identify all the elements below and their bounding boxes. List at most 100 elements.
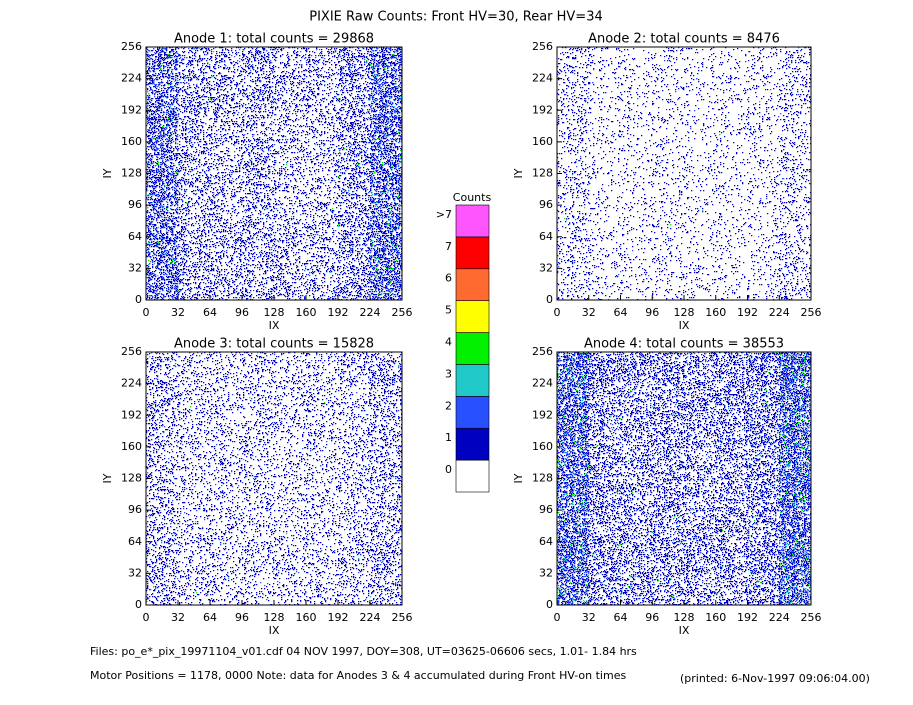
y-tick-label: 64 <box>539 535 553 548</box>
x-tick-label: 160 <box>705 306 726 319</box>
count-pixels <box>652 541 685 606</box>
count-pixels <box>338 478 371 543</box>
count-pixels <box>291 216 293 218</box>
count-pixels <box>306 110 339 173</box>
count-pixels <box>324 389 326 391</box>
count-pixels <box>178 47 211 112</box>
count-pixels <box>321 237 323 239</box>
count-pixels <box>263 594 265 596</box>
count-pixels <box>306 236 339 301</box>
count-pixels <box>747 478 781 543</box>
count-pixels <box>667 443 672 454</box>
count-pixels <box>307 543 336 600</box>
count-pixels <box>588 415 622 480</box>
count-pixels <box>146 237 179 301</box>
count-pixels <box>306 352 339 417</box>
page-title: PIXIE Raw Counts: Front HV=30, Rear HV=3… <box>309 10 603 25</box>
x-tick-label: 32 <box>171 306 185 319</box>
count-pixels <box>178 173 211 238</box>
y-tick-label: 160 <box>532 440 553 453</box>
count-pixels <box>211 47 243 111</box>
x-tick-label: 32 <box>582 611 596 624</box>
colorbar-box <box>455 300 490 333</box>
y-tick-label: 160 <box>121 135 142 148</box>
count-pixels <box>588 446 598 469</box>
count-pixels <box>210 416 243 480</box>
count-pixels <box>371 237 403 301</box>
count-pixels <box>557 479 590 543</box>
count-pixels <box>621 416 653 480</box>
x-tick-label: 64 <box>614 306 628 319</box>
count-pixels <box>161 542 163 544</box>
count-pixels <box>759 101 761 103</box>
x-tick-label: 128 <box>264 611 285 624</box>
x-axis-label: IX <box>269 319 280 332</box>
count-pixels <box>632 492 634 494</box>
count-pixels <box>747 111 781 174</box>
count-pixels <box>146 352 179 417</box>
count-pixels <box>338 237 371 301</box>
count-pixels <box>243 459 245 461</box>
count-pixels <box>210 238 243 301</box>
count-pixels <box>153 583 155 588</box>
count-pixels <box>557 174 590 238</box>
colorbar-label: 4 <box>445 336 452 349</box>
count-pixels <box>147 352 179 416</box>
count-pixels <box>228 578 230 580</box>
y-tick-label: 224 <box>532 377 553 390</box>
y-tick-label: 32 <box>128 566 142 579</box>
x-tick-label: 256 <box>801 611 822 624</box>
count-pixels <box>684 110 717 174</box>
count-pixels <box>621 174 653 237</box>
count-pixels <box>186 202 188 204</box>
count-pixels <box>684 541 717 606</box>
count-pixels <box>715 236 749 301</box>
count-pixels <box>620 541 654 606</box>
count-pixels <box>388 529 390 531</box>
count-pixels <box>387 458 389 460</box>
y-tick-label: 96 <box>539 198 553 211</box>
colorbar-box <box>455 268 490 301</box>
count-pixels <box>284 478 302 527</box>
y-tick-label: 64 <box>128 535 142 548</box>
count-pixels <box>245 114 247 116</box>
y-tick-label: 128 <box>532 472 553 485</box>
count-pixels <box>146 542 179 606</box>
count-pixels <box>630 449 632 451</box>
count-pixels <box>715 352 749 417</box>
count-pixels <box>210 541 243 606</box>
count-pixels <box>370 542 403 606</box>
x-tick-label: 32 <box>171 611 185 624</box>
footer-printed: (printed: 6-Nov-1997 09:06:04.00) <box>680 672 870 685</box>
y-tick-label: 0 <box>135 598 142 611</box>
count-pixels <box>684 478 717 543</box>
count-pixels <box>210 352 243 416</box>
count-pixels <box>338 415 371 480</box>
x-tick-label: 64 <box>614 611 628 624</box>
colorbar-label: 1 <box>445 431 452 444</box>
x-tick-label: 0 <box>143 611 150 624</box>
count-pixels <box>306 478 339 542</box>
count-pixels <box>719 134 721 136</box>
count-pixels <box>652 111 685 175</box>
x-tick-label: 96 <box>235 611 249 624</box>
x-tick-label: 0 <box>143 306 150 319</box>
count-pixels <box>779 236 812 301</box>
x-tick-label: 192 <box>737 611 758 624</box>
x-tick-label: 0 <box>554 306 561 319</box>
count-pixels <box>178 110 211 175</box>
count-pixels <box>249 393 251 399</box>
count-pixels <box>370 237 403 301</box>
chart-title: Anode 3: total counts = 15828 <box>174 337 374 352</box>
colorbar-label: 7 <box>445 240 452 253</box>
count-pixels <box>178 352 211 417</box>
count-pixels <box>370 478 403 543</box>
count-pixels <box>286 533 288 535</box>
x-tick-label: 256 <box>801 306 822 319</box>
y-tick-label: 256 <box>532 40 553 53</box>
count-pixels <box>190 406 192 408</box>
count-pixels <box>716 241 718 243</box>
x-tick-label: 224 <box>769 306 790 319</box>
count-pixels <box>747 479 780 542</box>
